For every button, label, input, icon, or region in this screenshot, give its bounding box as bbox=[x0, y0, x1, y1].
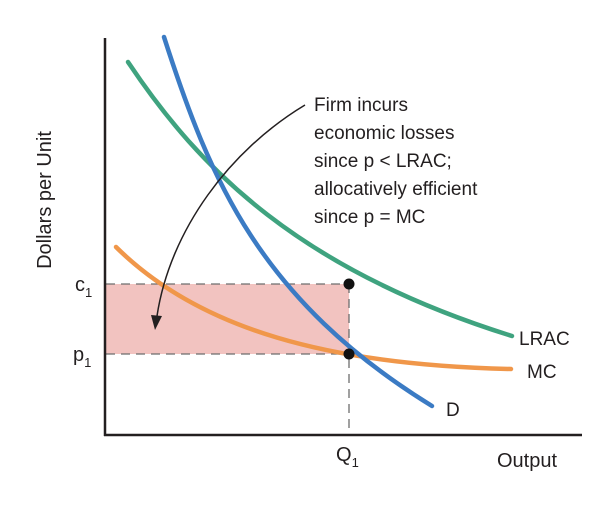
demand-curve bbox=[161, 34, 435, 409]
p1-label: p1 bbox=[73, 344, 91, 370]
annotation-arrow-head bbox=[151, 315, 162, 330]
mc-demand-point bbox=[343, 348, 355, 360]
annotation-line-1: Firm incurs bbox=[314, 95, 408, 116]
q1-label: Q1 bbox=[336, 444, 359, 470]
mc-curve bbox=[113, 244, 514, 372]
mc-label: MC bbox=[527, 362, 557, 383]
x-axis-title: Output bbox=[497, 450, 557, 472]
annotation-line-2: economic losses bbox=[314, 123, 454, 144]
annotation-arrow-line bbox=[156, 104, 306, 317]
y-axis-title: Dollars per Unit bbox=[34, 131, 56, 269]
c1-label: c1 bbox=[75, 274, 92, 300]
annotation-line-5: since p = MC bbox=[314, 207, 425, 228]
lrac-label: LRAC bbox=[519, 329, 570, 350]
lrac-point bbox=[343, 278, 355, 290]
lrac-curve bbox=[125, 59, 515, 339]
annotation-line-4: allocatively efficient bbox=[314, 179, 478, 200]
d-label: D bbox=[446, 400, 460, 421]
annotation-line-3: since p < LRAC; bbox=[314, 151, 452, 172]
